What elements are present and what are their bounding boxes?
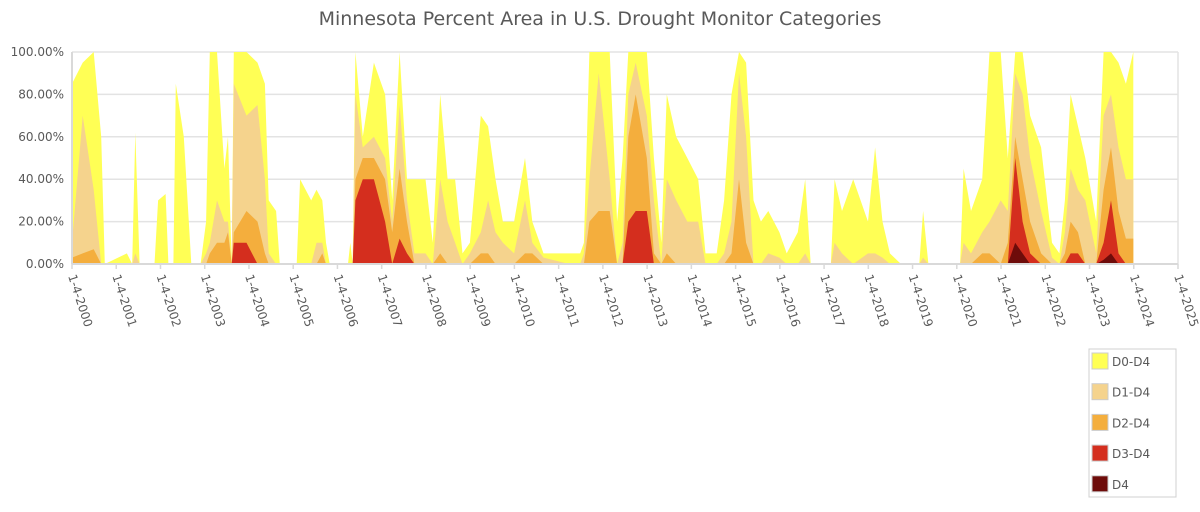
legend-swatch-d1-d4 (1091, 383, 1109, 401)
x-tick-label: 1-4-2001 (109, 273, 139, 329)
y-tick-label: 60.00% (18, 130, 64, 144)
x-tick-label: 1-4-2002 (154, 273, 184, 329)
x-tick-label: 1-4-2013 (640, 273, 670, 329)
x-tick-label: 1-4-2022 (1038, 273, 1068, 329)
x-tick-label: 1-4-2007 (375, 273, 405, 329)
legend-label: D2-D4 (1112, 416, 1150, 430)
x-tick-label: 1-4-2025 (1171, 273, 1200, 329)
legend-label: D0-D4 (1112, 355, 1150, 369)
legend-swatch-d4 (1091, 475, 1109, 493)
x-tick-label: 1-4-2003 (198, 273, 228, 329)
legend: D0-D4 D1-D4 D2-D4 D3-D4 D4 (1088, 348, 1177, 498)
legend-label: D3-D4 (1112, 447, 1150, 461)
x-tick-label: 1-4-2006 (331, 273, 361, 329)
y-tick-label: 80.00% (18, 87, 64, 101)
legend-label: D1-D4 (1112, 386, 1150, 400)
x-tick-label: 1-4-2017 (817, 273, 847, 329)
legend-label: D4 (1112, 478, 1129, 492)
x-tick-label: 1-4-2014 (685, 273, 715, 329)
y-tick-label: 0.00% (26, 257, 64, 271)
x-tick-label: 1-4-2008 (419, 273, 449, 329)
x-tick-label: 1-4-2021 (994, 273, 1024, 329)
x-tick-label: 1-4-2024 (1127, 273, 1157, 329)
area-d3-d4 (72, 158, 1134, 264)
x-tick-label: 1-4-2004 (242, 273, 272, 329)
x-tick-label: 1-4-2016 (773, 273, 803, 329)
x-tick-label: 1-4-2011 (552, 273, 582, 329)
x-tick-label: 1-4-2010 (508, 273, 538, 329)
legend-swatch-d3-d4 (1091, 444, 1109, 462)
legend-swatch-d2-d4 (1091, 413, 1109, 431)
x-tick-label: 1-4-2015 (729, 273, 759, 329)
area-d4 (72, 242, 1134, 264)
x-tick-label: 1-4-2005 (286, 273, 316, 329)
x-tick-label: 1-4-2012 (596, 273, 626, 329)
x-tick-label: 1-4-2020 (950, 273, 980, 329)
x-tick-label: 1-4-2009 (463, 273, 493, 329)
area-d1-d4 (72, 62, 1134, 264)
y-tick-label: 40.00% (18, 172, 64, 186)
y-tick-label: 100.00% (11, 45, 64, 59)
x-tick-label: 1-4-2023 (1083, 273, 1113, 329)
x-tick-label: 1-4-2019 (906, 273, 936, 329)
x-tick-label: 1-4-2018 (861, 273, 891, 329)
legend-swatch-d0-d4 (1091, 352, 1109, 370)
x-tick-label: 1-4-2000 (65, 273, 95, 329)
area-series (72, 52, 1134, 265)
y-tick-label: 20.00% (18, 215, 64, 229)
chart-title: Minnesota Percent Area in U.S. Drought M… (318, 8, 882, 30)
